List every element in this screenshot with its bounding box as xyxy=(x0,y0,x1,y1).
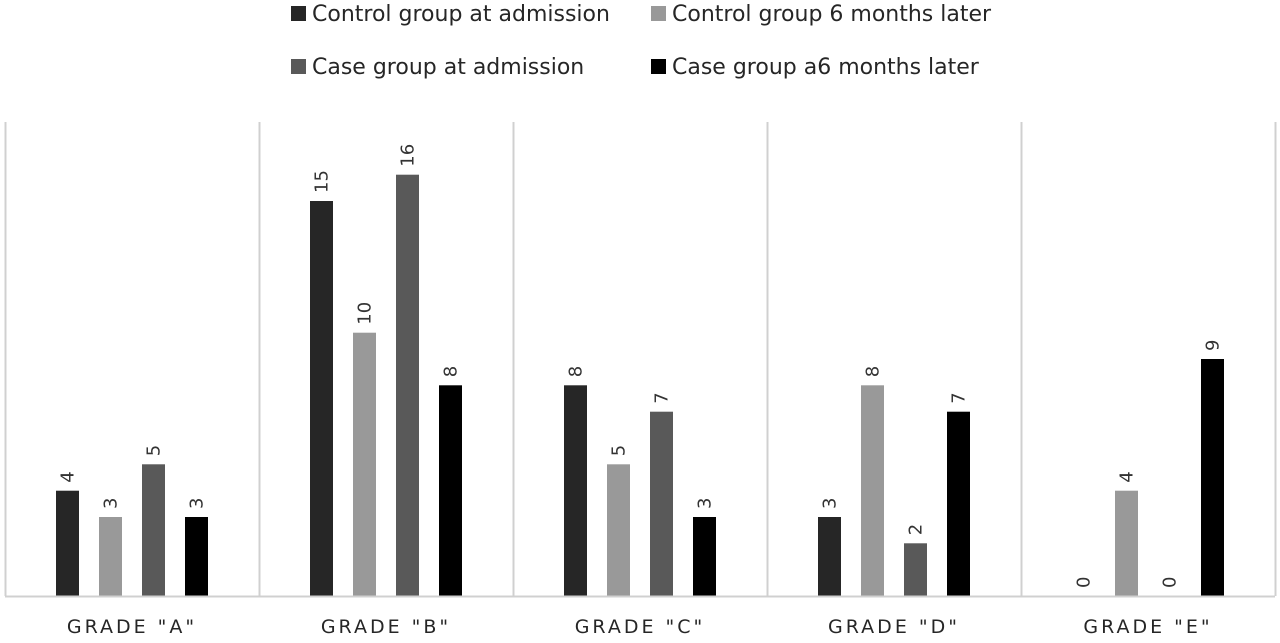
bar xyxy=(607,464,630,596)
data-label: 4 xyxy=(1117,471,1138,482)
bar xyxy=(99,517,122,596)
bar xyxy=(353,332,376,596)
bar xyxy=(56,490,79,596)
legend-item: Case group at admission xyxy=(291,55,584,80)
data-label: 0 xyxy=(1074,577,1095,588)
bar xyxy=(650,411,673,596)
data-label: 5 xyxy=(144,445,165,456)
category-tick-label: GRADE "E" xyxy=(1083,616,1212,638)
legend-swatch xyxy=(651,6,666,21)
bar xyxy=(142,464,165,596)
data-label: 2 xyxy=(906,524,927,535)
legend-swatch xyxy=(291,59,306,74)
legend-label: Control group at admission xyxy=(312,2,610,27)
legend-label: Case group a6 months later xyxy=(672,55,980,80)
bar xyxy=(904,543,927,596)
category-tick-label: GRADE "D" xyxy=(828,616,960,638)
legend-label: Control group 6 months later xyxy=(672,2,992,27)
data-label: 7 xyxy=(949,392,970,403)
data-label: 8 xyxy=(566,366,587,377)
data-label: 7 xyxy=(652,392,673,403)
data-label: 16 xyxy=(398,144,419,167)
bar xyxy=(818,517,841,596)
data-labels: 4 3 5 3 15 10 16 8 8 5 7 3 3 8 2 7 0 4 0 9 xyxy=(58,144,1224,588)
category-tick-label: GRADE "C" xyxy=(575,616,706,638)
data-label: 4 xyxy=(58,471,79,482)
category-separators xyxy=(4,122,1277,596)
bar xyxy=(1201,359,1224,596)
legend-item: Control group at admission xyxy=(291,2,610,27)
bar xyxy=(564,385,587,596)
legend-swatch xyxy=(651,59,666,74)
data-label: 3 xyxy=(695,498,716,509)
legend-item: Control group 6 months later xyxy=(651,2,992,27)
bar xyxy=(947,411,970,596)
data-label: 8 xyxy=(441,366,462,377)
legend-label: Case group at admission xyxy=(312,55,584,80)
data-label: 3 xyxy=(101,498,122,509)
legend-item: Case group a6 months later xyxy=(651,55,980,80)
legend: Control group at admission Control group … xyxy=(291,2,992,80)
data-label: 3 xyxy=(187,498,208,509)
bar xyxy=(185,517,208,596)
data-label: 9 xyxy=(1203,340,1224,351)
data-label: 15 xyxy=(312,170,333,193)
x-axis: GRADE "A" GRADE "B" GRADE "C" GRADE "D" GRAD… xyxy=(5,595,1275,638)
data-label: 0 xyxy=(1160,577,1181,588)
bar xyxy=(1115,490,1138,596)
category-tick-label: GRADE "A" xyxy=(67,616,197,638)
bar xyxy=(693,517,716,596)
bars xyxy=(56,174,1224,596)
bar xyxy=(310,201,333,596)
data-label: 8 xyxy=(863,366,884,377)
bar xyxy=(439,385,462,596)
data-label: 10 xyxy=(355,302,376,325)
bar xyxy=(861,385,884,596)
category-tick-label: GRADE "B" xyxy=(321,616,451,638)
bar xyxy=(396,174,419,596)
data-label: 5 xyxy=(609,445,630,456)
data-label: 3 xyxy=(820,498,841,509)
legend-swatch xyxy=(291,6,306,21)
